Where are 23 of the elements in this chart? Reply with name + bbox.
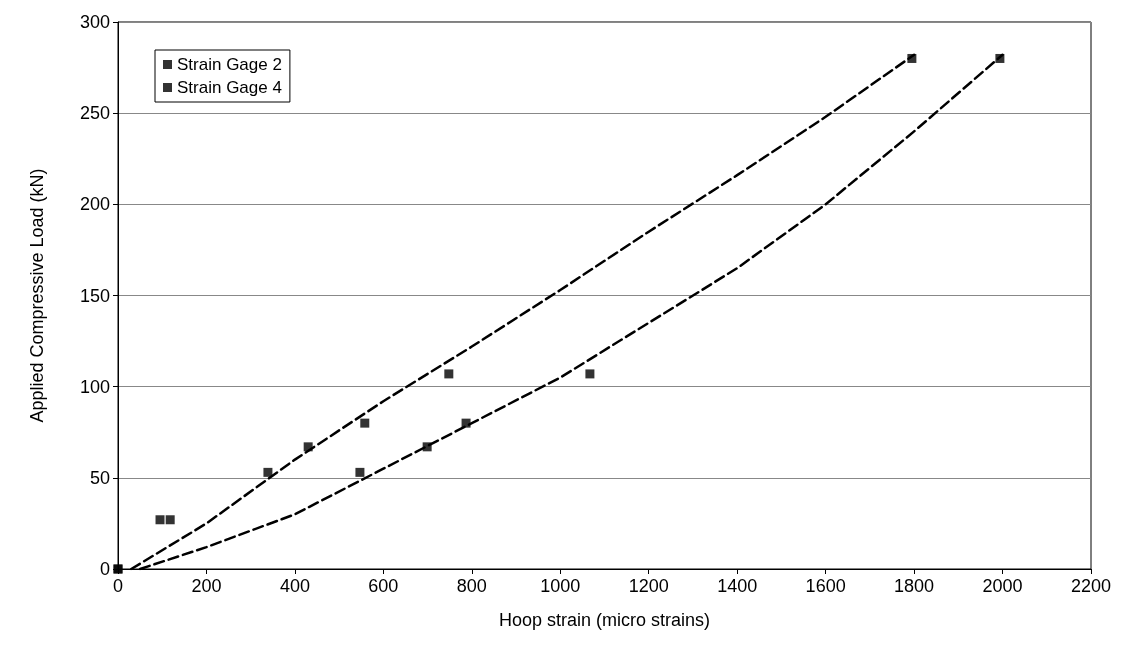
y-tick-label: 50 bbox=[89, 467, 110, 488]
y-axis-title: Applied Compressive Load (kN) bbox=[27, 168, 47, 423]
y-tick-label: 300 bbox=[79, 12, 110, 32]
x-tick-label: 600 bbox=[368, 576, 399, 596]
x-tick-label: 800 bbox=[456, 576, 487, 596]
x-tick-label: 200 bbox=[191, 576, 222, 596]
x-tick-label: 1600 bbox=[805, 576, 846, 596]
y-tick-label: 100 bbox=[79, 376, 110, 397]
y-tick-label: 200 bbox=[79, 194, 110, 215]
x-tick-label: 0 bbox=[112, 576, 124, 596]
x-tick-label: 400 bbox=[279, 576, 310, 596]
y-tick-label: 0 bbox=[99, 559, 110, 579]
y-tick-label: 250 bbox=[79, 103, 110, 124]
x-tick-label: 2000 bbox=[982, 576, 1023, 596]
legend-label: Strain Gage 4 bbox=[177, 78, 282, 97]
x-tick-label: 1800 bbox=[894, 576, 935, 596]
x-tick-label: 2200 bbox=[1070, 576, 1112, 596]
legend-label: Strain Gage 2 bbox=[177, 55, 282, 74]
x-axis-title: Hoop strain (micro strains) bbox=[498, 610, 711, 630]
x-tick-label: 1000 bbox=[540, 576, 581, 596]
x-tick-label: 1200 bbox=[628, 576, 669, 596]
x-tick-label: 1400 bbox=[717, 576, 758, 596]
y-tick-label: 150 bbox=[79, 285, 110, 306]
